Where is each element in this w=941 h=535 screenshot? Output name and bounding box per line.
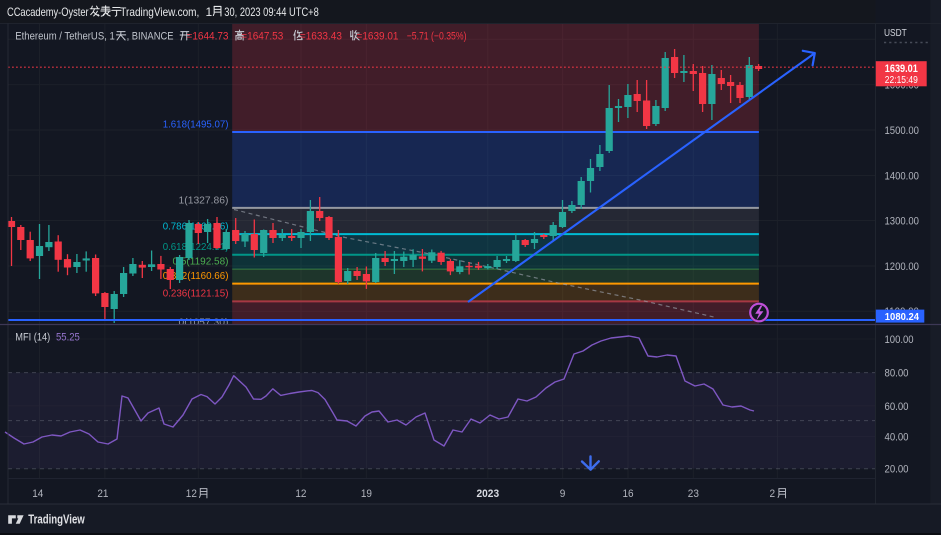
svg-text:=1647.53: =1647.53 [241,31,283,43]
svg-text:21: 21 [97,488,108,500]
svg-text:Ethereum / TetherUS, 1: Ethereum / TetherUS, 1 [15,31,115,43]
svg-text:1(1327.86): 1(1327.86) [179,195,229,207]
svg-text:0.236(1121.15): 0.236(1121.15) [163,288,229,300]
svg-text:14: 14 [32,488,43,500]
svg-text:=1639.01: =1639.01 [357,31,399,43]
svg-text:TradingView: TradingView [28,513,85,527]
svg-text:CCacademy-Oyster: CCacademy-Oyster [7,5,89,19]
svg-text:20.00: 20.00 [885,464,909,476]
svg-text:1639.01: 1639.01 [885,63,918,75]
svg-text:, BINANCE: , BINANCE [127,31,174,43]
svg-text:100.00: 100.00 [885,334,914,346]
svg-text:0.5(1192.58): 0.5(1192.58) [173,256,229,268]
svg-text:MFI (14): MFI (14) [15,332,50,344]
svg-text:55.25: 55.25 [56,332,80,344]
svg-text:1300.00: 1300.00 [885,216,919,228]
svg-text:2: 2 [770,488,776,500]
svg-text:1080.24: 1080.24 [885,311,919,323]
svg-text:=1644.73: =1644.73 [187,31,229,43]
svg-text:USDT: USDT [884,27,907,39]
svg-text:80.00: 80.00 [885,368,909,380]
svg-text:12: 12 [295,488,306,500]
svg-text:1200.00: 1200.00 [885,261,919,273]
svg-text:19: 19 [361,488,372,500]
svg-text:22:15:49: 22:15:49 [885,74,918,86]
svg-text:1: 1 [206,5,213,19]
svg-text:9: 9 [560,488,566,500]
svg-text:60.00: 60.00 [885,401,909,413]
svg-text:−5.71 (−0.35%): −5.71 (−0.35%) [407,31,467,43]
svg-text:1500.00: 1500.00 [885,125,919,137]
svg-text:23: 23 [688,488,699,500]
svg-text:12: 12 [186,488,197,500]
svg-text:1400.00: 1400.00 [885,171,919,183]
svg-text:0.618(1224.51): 0.618(1224.51) [163,241,229,253]
svg-text:TradingView.com,: TradingView.com, [120,5,199,19]
svg-text:16: 16 [623,488,634,500]
svg-text:40.00: 40.00 [885,432,909,444]
svg-text:1.618(1495.07): 1.618(1495.07) [163,119,229,131]
svg-text:2023: 2023 [477,488,500,500]
svg-text:=1633.43: =1633.43 [300,31,342,43]
svg-text:30, 2023 09:44 UTC+8: 30, 2023 09:44 UTC+8 [224,5,319,19]
